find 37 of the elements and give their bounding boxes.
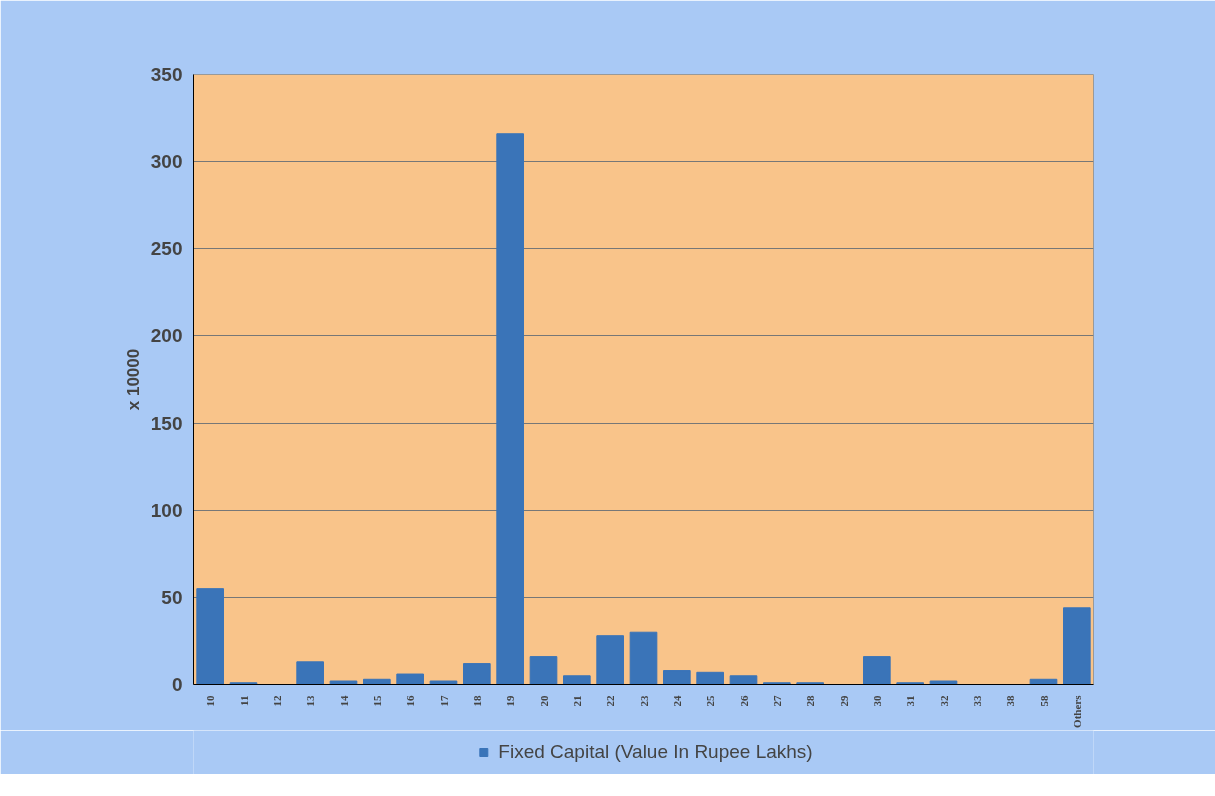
y-axis-title: x 10000	[123, 348, 143, 411]
legend-label: Fixed Capital (Value In Rupee Lakhs)	[498, 741, 813, 763]
x-tick-label: 26	[737, 695, 750, 707]
x-tick-label: 17	[437, 695, 450, 707]
y-tick-label: 300	[150, 151, 183, 173]
x-tick-label: 18	[470, 695, 483, 707]
x-tick-label: 14	[337, 695, 350, 707]
x-tick-label: 23	[637, 695, 650, 707]
y-tick-label: 200	[150, 325, 183, 347]
y-tick-label: 350	[150, 64, 183, 85]
x-tick-label: 58	[1037, 695, 1050, 707]
x-tick-label: 38	[1004, 695, 1017, 707]
x-tick-label: 10	[204, 695, 217, 707]
y-tick-label: 100	[150, 499, 183, 521]
x-tick-label: 19	[504, 695, 517, 707]
x-tick-label: 27	[770, 695, 783, 707]
y-tick-label: 150	[150, 412, 183, 434]
y-tick-label: 0	[171, 674, 183, 695]
y-tick-label: 50	[161, 586, 183, 608]
x-tick-label: 32	[937, 695, 950, 707]
x-tick-label: 20	[537, 695, 550, 707]
x-tick-label: 29	[837, 695, 850, 707]
x-tick-label: Others	[1070, 694, 1083, 728]
x-tick-label: 15	[370, 695, 383, 707]
x-tick-label: 16	[404, 695, 417, 707]
x-tick-label: 12	[270, 695, 283, 707]
x-tick-label: 22	[604, 695, 617, 707]
x-tick-label: 11	[237, 695, 250, 706]
x-tick-label: 25	[704, 695, 717, 707]
y-tick-label: 250	[150, 238, 183, 260]
x-tick-label: 24	[670, 695, 683, 707]
x-tick-label: 13	[304, 695, 317, 707]
x-tick-label: 31	[904, 695, 917, 707]
x-tick-label: 21	[570, 695, 583, 707]
x-tick-label: 33	[970, 695, 983, 707]
x-tick-label: 28	[804, 695, 817, 707]
x-tick-label: 30	[870, 695, 883, 707]
